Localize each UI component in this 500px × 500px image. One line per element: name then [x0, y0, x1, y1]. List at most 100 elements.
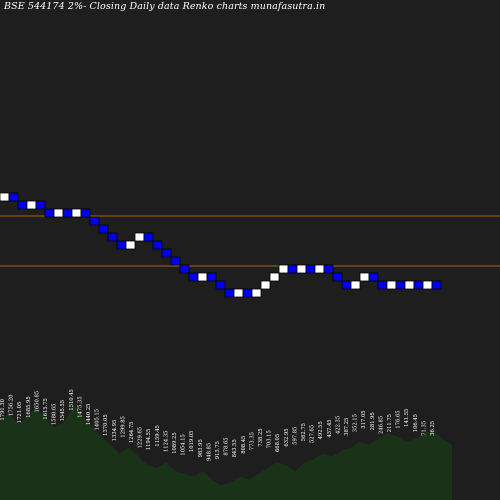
renko-brick-down — [224, 288, 235, 298]
renko-brick-down — [143, 232, 154, 242]
price-label: 948.85 — [206, 443, 212, 461]
brick-layer — [0, 192, 442, 298]
price-label: 1194.55 — [146, 429, 152, 450]
renko-brick-up — [0, 192, 10, 202]
renko-brick-down — [395, 280, 406, 290]
price-label: 1124.35 — [163, 431, 169, 452]
renko-brick-up — [71, 208, 82, 218]
price-label: 1264.75 — [129, 422, 135, 443]
renko-brick-up — [359, 272, 370, 282]
renko-brick-down — [80, 208, 91, 218]
renko-brick-up — [197, 272, 208, 282]
price-label: 527.65 — [310, 425, 316, 443]
renko-brick-down — [206, 272, 217, 282]
renko-brick-down — [377, 280, 388, 290]
price-label: 36.25 — [430, 421, 436, 436]
renko-brick-up — [386, 280, 397, 290]
renko-brick-down — [17, 200, 28, 210]
price-label: 738.25 — [258, 428, 264, 446]
reference-line-layer — [0, 215, 500, 267]
renko-brick-down — [305, 264, 316, 274]
price-label: 597.85 — [292, 427, 298, 445]
renko-brick-up — [278, 264, 289, 274]
price-label: 317.05 — [361, 410, 367, 428]
price-label: 1791.30 — [0, 399, 6, 420]
volume-layer — [0, 404, 452, 500]
renko-brick-up — [422, 280, 433, 290]
renko-brick-down — [152, 240, 163, 250]
price-label: 703.15 — [267, 430, 273, 448]
renko-brick-down — [413, 280, 424, 290]
price-label: 1615.75 — [43, 398, 49, 419]
price-label: 211.75 — [387, 414, 393, 432]
price-label: 1299.85 — [120, 416, 126, 437]
price-label: 457.45 — [327, 419, 333, 437]
renko-brick-down — [431, 280, 442, 290]
price-label: 141.55 — [404, 409, 410, 427]
renko-brick-down — [44, 208, 55, 218]
price-label: 983.95 — [198, 439, 204, 457]
renko-brick-down — [89, 216, 100, 226]
renko-brick-down — [161, 248, 172, 258]
price-label: 668.05 — [275, 434, 281, 452]
price-label: 1229.65 — [138, 427, 144, 448]
price-label: 913.75 — [215, 441, 221, 459]
renko-brick-up — [26, 200, 37, 210]
renko-brick-down — [179, 264, 190, 274]
renko-brick-down — [98, 224, 109, 234]
price-label: 632.95 — [284, 428, 290, 446]
price-label-layer: 1791.30 1756.20 1721.05 1685.95 1650.85 1615.… — [0, 389, 436, 461]
price-label: 1440.25 — [86, 404, 92, 425]
price-label: 1580.65 — [52, 404, 58, 425]
renko-brick-up — [404, 280, 415, 290]
renko-brick-down — [188, 272, 199, 282]
price-label: 176.65 — [396, 410, 402, 428]
price-label: 1685.95 — [26, 396, 32, 417]
renko-brick-up — [269, 272, 280, 282]
renko-brick-down — [62, 208, 73, 218]
renko-brick-down — [287, 264, 298, 274]
renko-brick-up — [296, 264, 307, 274]
price-label: 1475.35 — [77, 396, 83, 417]
price-label: 492.55 — [318, 421, 324, 439]
price-label: 387.25 — [344, 418, 350, 436]
renko-brick-down — [242, 288, 253, 298]
price-label: 1370.05 — [103, 414, 109, 435]
renko-brick-down — [8, 192, 19, 202]
price-label: 1721.05 — [17, 402, 23, 423]
renko-brick-down — [116, 240, 127, 250]
renko-brick-up — [251, 288, 262, 298]
renko-brick-down — [341, 280, 352, 290]
renko-brick-down — [107, 232, 118, 242]
chart-title: BSE 544174 2%- Closing Daily data Renko … — [4, 1, 326, 12]
price-label: 1756.20 — [9, 395, 15, 416]
volume-area — [0, 404, 452, 500]
price-label: 878.65 — [224, 437, 230, 455]
renko-brick-up — [233, 288, 244, 298]
price-label: 808.45 — [241, 436, 247, 454]
price-label: 352.15 — [353, 414, 359, 432]
renko-brick-down — [332, 272, 343, 282]
price-label: 281.95 — [370, 412, 376, 430]
renko-brick-up — [53, 208, 64, 218]
price-label: 773.35 — [249, 432, 255, 450]
renko-brick-up — [350, 280, 361, 290]
price-label: 422.35 — [335, 416, 341, 434]
renko-brick-down — [323, 264, 334, 274]
renko-brick-up — [260, 280, 271, 290]
renko-brick-down — [368, 272, 379, 282]
price-label: 1089.25 — [172, 432, 178, 453]
renko-brick-up — [314, 264, 325, 274]
price-label: 1159.45 — [155, 425, 161, 446]
price-label: 1054.15 — [181, 434, 187, 455]
price-label: 1019.05 — [189, 431, 195, 452]
renko-brick-down — [215, 280, 226, 290]
price-label: 1510.45 — [69, 389, 75, 410]
renko-brick-up — [125, 240, 136, 250]
price-label: 1334.95 — [112, 420, 118, 441]
renko-brick-down — [170, 256, 181, 266]
price-label: 1650.85 — [34, 391, 40, 412]
price-label: 843.55 — [232, 439, 238, 457]
